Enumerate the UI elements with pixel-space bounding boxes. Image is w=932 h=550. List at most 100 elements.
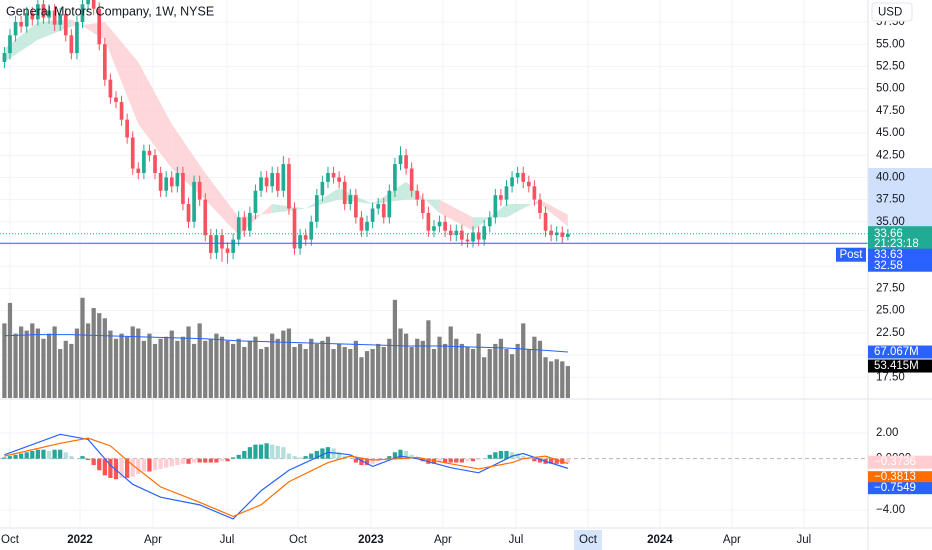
candle-body	[331, 172, 336, 178]
volume-bar	[130, 326, 135, 398]
macd-histogram-bar	[147, 458, 152, 472]
macd-histogram-bar	[152, 458, 158, 471]
candle-body	[482, 226, 487, 240]
macd-histogram-bar	[281, 447, 286, 459]
post-price: 33.63	[874, 249, 903, 261]
candle-body	[370, 208, 375, 222]
macd-histogram-bar	[7, 456, 13, 459]
macd-histogram-bar	[52, 449, 57, 459]
macd-line	[4, 437, 569, 518]
candle-body	[415, 190, 420, 200]
volume-bar	[325, 336, 331, 398]
candle-body	[298, 235, 302, 249]
macd-histogram-bar	[19, 453, 24, 459]
macd-histogram-bar	[487, 454, 492, 459]
currency[interactable]: USD	[878, 7, 902, 19]
volume-bar	[476, 333, 481, 398]
macd-histogram-bar	[30, 450, 35, 459]
macd-histogram-bar	[69, 456, 74, 459]
x-tick-label: Oct	[1, 534, 20, 546]
cloud-segment	[71, 19, 105, 40]
macd-histogram-bar	[504, 450, 509, 459]
macd-histogram-bar	[493, 452, 498, 459]
candle-body	[41, 4, 46, 18]
candle-body	[281, 164, 286, 191]
volume-bar	[459, 343, 464, 398]
macd-histogram-bar	[403, 450, 409, 459]
macd-histogram-bar	[130, 458, 135, 477]
y-tick-label: 27.50	[876, 282, 905, 294]
macd-histogram-bar	[13, 454, 18, 459]
volume-value: 53.415M	[874, 360, 919, 372]
volume-bar	[403, 333, 409, 398]
macd-value: −0.7549	[874, 482, 916, 494]
line-price-badge	[868, 259, 932, 272]
macd-badge	[868, 482, 932, 495]
candle-body	[465, 239, 470, 242]
candle-body	[560, 232, 565, 237]
macd-histogram-bar	[113, 458, 119, 480]
macd-histogram-bar	[337, 452, 342, 459]
candle-body	[437, 221, 442, 227]
volume-bar	[560, 361, 565, 398]
currency-box[interactable]	[871, 2, 913, 22]
candle-body	[292, 208, 297, 249]
volume-bar	[392, 299, 398, 398]
y-tick-label: 40.00	[876, 171, 905, 183]
volume-bar	[537, 340, 543, 398]
cloud-segment	[171, 124, 206, 200]
macd-histogram-bar	[258, 444, 264, 459]
candle-body	[220, 235, 224, 249]
candle-body	[136, 168, 141, 173]
macd-histogram-bar	[197, 458, 202, 463]
volume-bar	[13, 333, 18, 398]
volume-bar	[398, 328, 403, 398]
bar-countdown: 21:23:18	[874, 238, 919, 250]
volume-bar	[203, 340, 208, 398]
volume-bar	[152, 343, 158, 398]
y-tick-label: 45.00	[876, 127, 905, 139]
macd-histogram-bar	[537, 458, 543, 463]
macd-histogram-bar	[314, 450, 319, 459]
candle-body	[404, 155, 408, 169]
volume-bar	[281, 330, 286, 398]
x-tick-label: Jul	[509, 534, 524, 546]
macd-histogram-bar	[437, 458, 442, 463]
x-tick-label: 2024	[647, 534, 673, 546]
macd-histogram-bar	[219, 458, 225, 462]
cloud-segment	[104, 22, 139, 125]
volume-bar	[526, 349, 531, 398]
candle-body	[471, 232, 475, 242]
candle-body	[398, 155, 403, 165]
candle-body	[153, 155, 157, 173]
y-tick-label: 2.00	[876, 427, 898, 439]
volume-bar	[320, 340, 325, 398]
candle-body	[58, 14, 63, 25]
volume-bar	[191, 343, 197, 398]
macd-histogram-bar	[465, 458, 470, 462]
candle-body	[303, 235, 308, 240]
macd-histogram-bar	[515, 453, 520, 459]
volume-bar	[426, 320, 431, 398]
volume-bar	[303, 349, 308, 398]
macd-histogram-bar	[309, 453, 314, 459]
last-price: 33.66	[874, 228, 903, 240]
macd-histogram-bar	[180, 458, 186, 464]
candle-body	[13, 22, 18, 36]
candle-body	[169, 177, 174, 187]
volume-bar	[102, 318, 107, 398]
volume-bar	[197, 323, 202, 398]
volume-ma-value: 67.067M	[874, 346, 919, 358]
candle-body	[510, 177, 514, 187]
candle-body	[63, 14, 68, 36]
volume-bar	[270, 333, 275, 398]
y-tick-label: 35.00	[876, 216, 905, 228]
candle-body	[253, 190, 258, 213]
x-tick-label: Oct	[289, 534, 308, 546]
volume-bar	[175, 340, 180, 398]
volume-bar	[231, 343, 236, 398]
candle-body	[119, 101, 124, 120]
candle-body	[203, 199, 208, 236]
volume-bar	[549, 361, 554, 398]
